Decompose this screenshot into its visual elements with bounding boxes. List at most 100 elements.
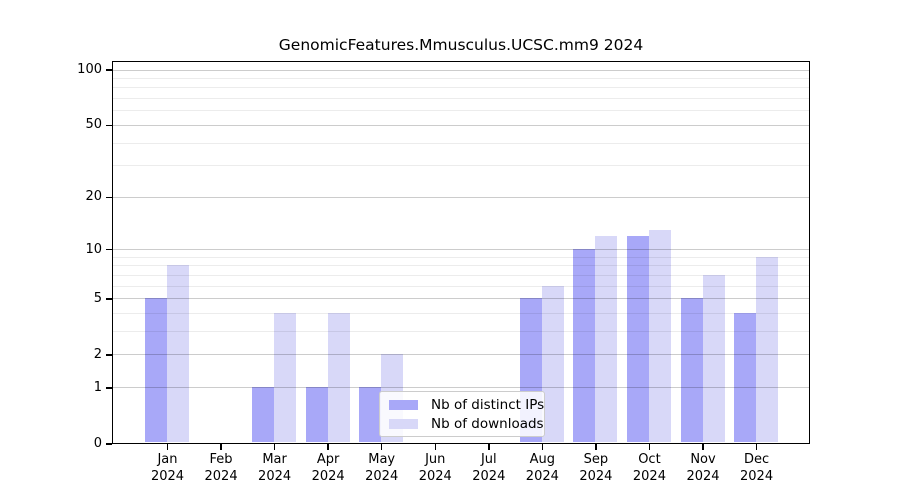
bar-distinct-ips-may bbox=[359, 387, 382, 442]
legend-item-distinct-ips: Nb of distinct IPs bbox=[389, 396, 544, 413]
legend-swatch-distinct-ips bbox=[389, 399, 418, 410]
y-tick-label-10: 10 bbox=[85, 241, 102, 257]
x-label-month: Mar bbox=[262, 452, 287, 467]
x-label-month: May bbox=[368, 452, 396, 467]
x-tick-label-dec: Dec 2024 bbox=[725, 451, 789, 485]
gridline-minor-70 bbox=[113, 98, 809, 100]
legend-swatch-downloads bbox=[389, 418, 418, 429]
gridline-major-50 bbox=[113, 124, 809, 126]
x-label-year: 2024 bbox=[740, 469, 774, 484]
gridline-minor-7 bbox=[113, 274, 809, 276]
legend-item-downloads: Nb of downloads bbox=[389, 415, 544, 432]
x-label-year: 2024 bbox=[472, 469, 506, 484]
x-tick-nov bbox=[702, 444, 704, 450]
x-label-month: Aug bbox=[529, 452, 556, 467]
gridline-minor-4 bbox=[113, 313, 809, 315]
bar-distinct-ips-mar bbox=[252, 387, 275, 442]
y-tick-50 bbox=[106, 124, 112, 127]
x-label-month: Sep bbox=[583, 452, 609, 467]
x-tick-jul bbox=[488, 444, 490, 450]
y-tick-20 bbox=[106, 196, 112, 199]
y-tick-100 bbox=[106, 69, 112, 71]
y-tick-5 bbox=[106, 298, 112, 300]
x-label-year: 2024 bbox=[365, 469, 399, 484]
chart-title: GenomicFeatures.Mmusculus.UCSC.mm9 2024 bbox=[278, 36, 644, 54]
gridline-minor-40 bbox=[113, 142, 809, 144]
y-tick-label-20: 20 bbox=[85, 189, 102, 205]
x-tick-label-sep: Sep 2024 bbox=[564, 451, 628, 485]
y-tick-0 bbox=[106, 443, 112, 445]
x-label-month: Feb bbox=[209, 452, 233, 467]
x-label-year: 2024 bbox=[150, 469, 185, 484]
y-tick-label-100: 100 bbox=[77, 62, 102, 77]
x-label-month: Nov bbox=[690, 452, 716, 467]
bar-distinct-ips-oct bbox=[626, 235, 649, 442]
legend-label-downloads: Nb of downloads bbox=[431, 415, 544, 432]
x-tick-label-mar: Mar 2024 bbox=[243, 451, 307, 485]
x-tick-may bbox=[380, 444, 383, 450]
bar-downloads-nov bbox=[702, 274, 725, 442]
x-label-year: 2024 bbox=[579, 469, 613, 484]
bar-downloads-sep bbox=[595, 235, 618, 442]
x-label-year: 2024 bbox=[258, 469, 292, 484]
gridline-minor-80 bbox=[113, 87, 809, 89]
x-label-month: Dec bbox=[743, 452, 770, 467]
y-tick-label-1: 1 bbox=[93, 379, 102, 395]
plot-area bbox=[112, 61, 810, 444]
x-tick-label-jan: Jan 2024 bbox=[136, 451, 200, 485]
bar-downloads-aug bbox=[541, 285, 564, 442]
x-label-month: Jan bbox=[157, 452, 178, 467]
legend-label-distinct-ips: Nb of distinct IPs bbox=[431, 396, 545, 413]
gridline-major-1 bbox=[113, 387, 809, 389]
x-tick-oct bbox=[648, 444, 651, 450]
x-tick-label-jun: Jun 2024 bbox=[403, 451, 467, 485]
x-label-year: 2024 bbox=[418, 469, 452, 484]
x-tick-jan bbox=[166, 444, 169, 450]
x-tick-label-apr: Apr 2024 bbox=[296, 451, 360, 485]
bar-downloads-mar bbox=[274, 313, 297, 442]
x-label-year: 2024 bbox=[632, 469, 666, 484]
x-tick-apr bbox=[327, 444, 329, 450]
y-tick-10 bbox=[106, 248, 112, 251]
y-tick-label-2: 2 bbox=[93, 346, 102, 362]
bar-distinct-ips-nov bbox=[680, 298, 703, 442]
y-tick-1 bbox=[106, 387, 112, 389]
legend: Nb of distinct IPs Nb of downloads bbox=[379, 391, 545, 437]
bar-downloads-dec bbox=[756, 256, 779, 442]
y-tick-label-0: 0 bbox=[93, 436, 102, 451]
x-label-year: 2024 bbox=[204, 469, 238, 484]
y-tick-2 bbox=[106, 354, 112, 356]
bar-distinct-ips-apr bbox=[305, 387, 328, 442]
gridline-major-5 bbox=[113, 298, 809, 300]
bar-distinct-ips-jan bbox=[145, 298, 167, 442]
x-label-month: Jun bbox=[425, 452, 446, 467]
x-label-year: 2024 bbox=[686, 469, 720, 484]
gridline-minor-90 bbox=[113, 77, 809, 79]
gridline-major-20 bbox=[113, 196, 809, 198]
gridline-major-10 bbox=[113, 249, 809, 251]
gridline-major-100 bbox=[113, 69, 809, 71]
bar-distinct-ips-sep bbox=[573, 249, 596, 442]
x-label-month: Jul bbox=[480, 452, 497, 467]
x-tick-label-oct: Oct 2024 bbox=[617, 451, 681, 485]
x-label-year: 2024 bbox=[311, 469, 345, 484]
y-tick-label-5: 5 bbox=[93, 290, 102, 306]
gridline-minor-3 bbox=[113, 331, 809, 333]
x-tick-label-may: May 2024 bbox=[350, 451, 414, 485]
bar-distinct-ips-dec bbox=[734, 313, 757, 442]
bar-downloads-jan bbox=[167, 265, 189, 442]
gridline-minor-8 bbox=[113, 265, 809, 267]
x-label-month: Apr bbox=[316, 452, 340, 467]
bar-downloads-oct bbox=[648, 229, 671, 442]
x-tick-feb bbox=[220, 444, 222, 450]
x-label-month: Oct bbox=[638, 452, 661, 467]
x-tick-label-feb: Feb 2024 bbox=[189, 451, 253, 485]
x-tick-dec bbox=[755, 444, 758, 450]
x-tick-label-jul: Jul 2024 bbox=[457, 451, 521, 485]
gridline-major-2 bbox=[113, 354, 809, 356]
gridline-minor-60 bbox=[113, 110, 809, 112]
gridline-minor-6 bbox=[113, 285, 809, 287]
x-label-year: 2024 bbox=[525, 469, 559, 484]
x-tick-aug bbox=[541, 444, 544, 450]
